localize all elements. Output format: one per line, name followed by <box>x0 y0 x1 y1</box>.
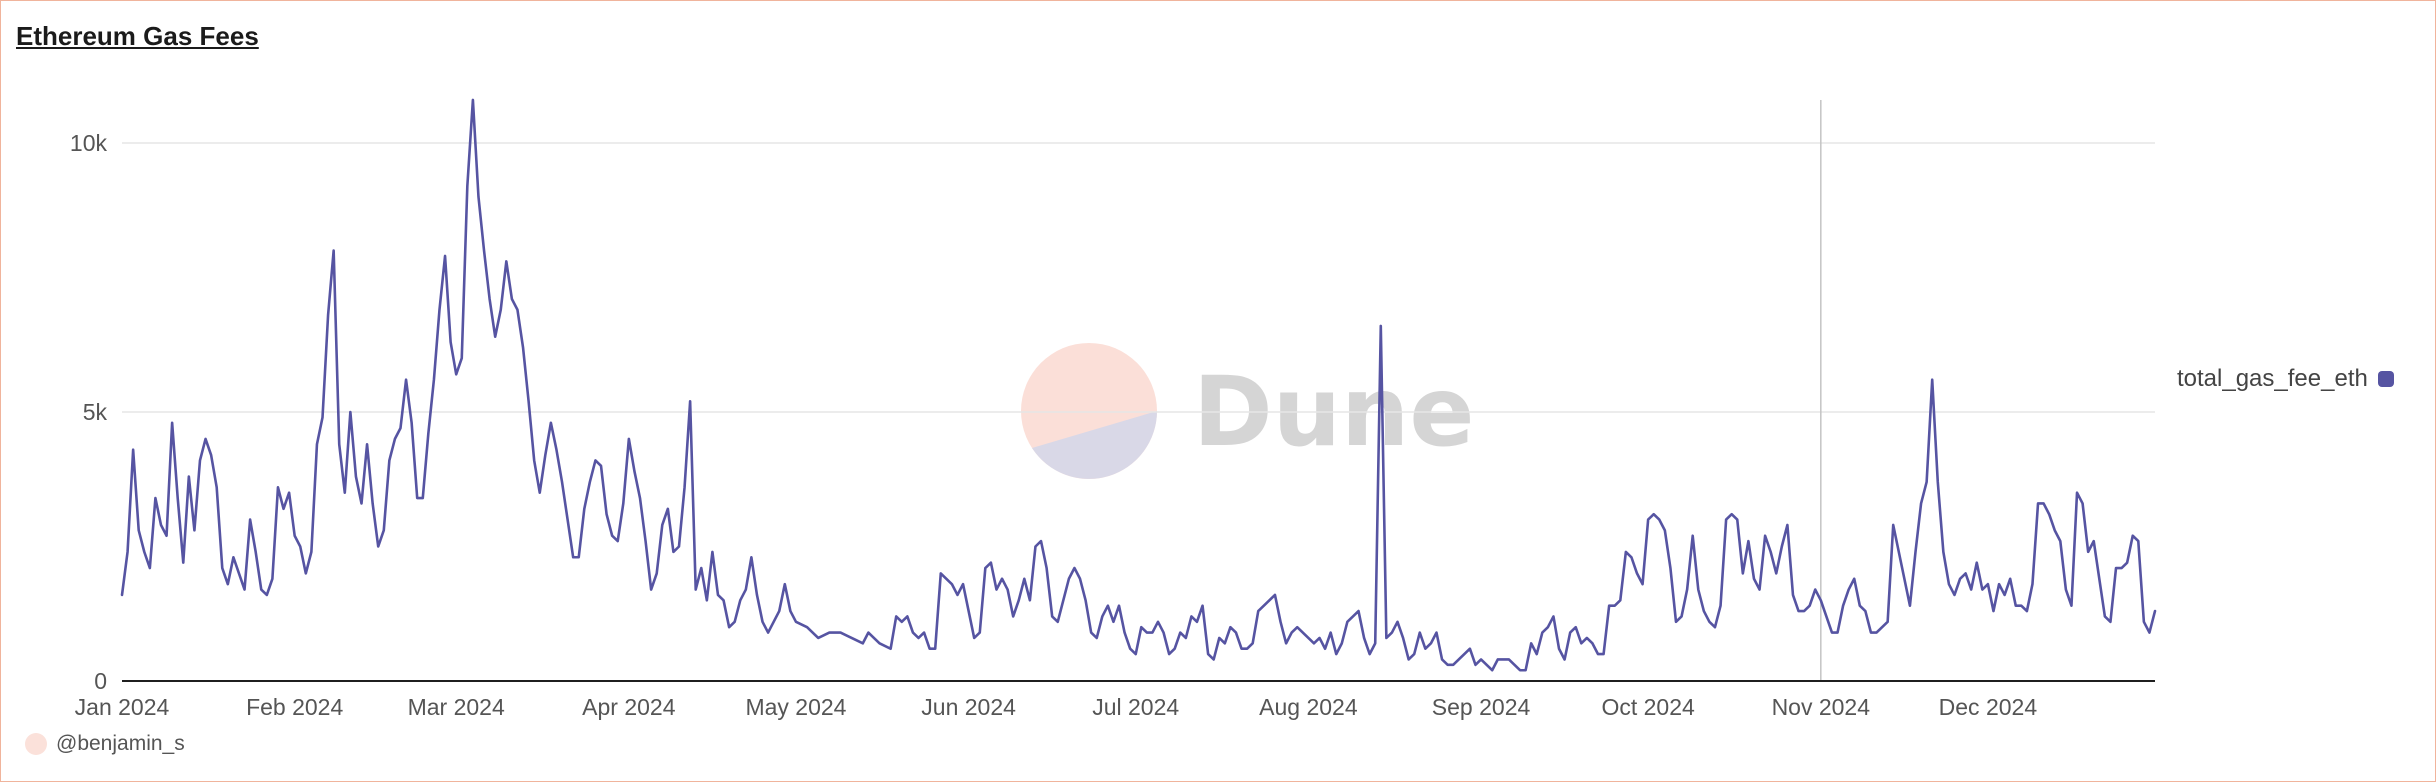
x-tick-label: Jul 2024 <box>1092 694 1179 720</box>
x-tick-label: Mar 2024 <box>408 694 505 720</box>
y-tick-label: 0 <box>94 668 107 694</box>
legend-swatch[interactable] <box>2378 371 2394 387</box>
avatar[interactable] <box>25 733 47 755</box>
watermark: Dune <box>1021 343 1474 479</box>
x-tick-label: Oct 2024 <box>1601 694 1695 720</box>
x-tick-label: Jan 2024 <box>75 694 170 720</box>
legend-label: total_gas_fee_eth <box>2177 365 2368 393</box>
x-tick-label: Jun 2024 <box>921 694 1016 720</box>
x-tick-label: Sep 2024 <box>1432 694 1531 720</box>
legend[interactable]: total_gas_fee_eth <box>2177 365 2394 393</box>
x-tick-label: Nov 2024 <box>1772 694 1871 720</box>
y-tick-label: 5k <box>83 399 108 425</box>
x-tick-label: Feb 2024 <box>246 694 343 720</box>
author-handle[interactable]: @benjamin_s <box>56 732 185 756</box>
x-tick-label: May 2024 <box>745 694 846 720</box>
y-tick-label: 10k <box>70 130 108 156</box>
x-tick-label: Dec 2024 <box>1939 694 2038 720</box>
footer: @benjamin_s <box>25 732 185 756</box>
x-tick-label: Aug 2024 <box>1259 694 1358 720</box>
x-tick-label: Apr 2024 <box>582 694 676 720</box>
